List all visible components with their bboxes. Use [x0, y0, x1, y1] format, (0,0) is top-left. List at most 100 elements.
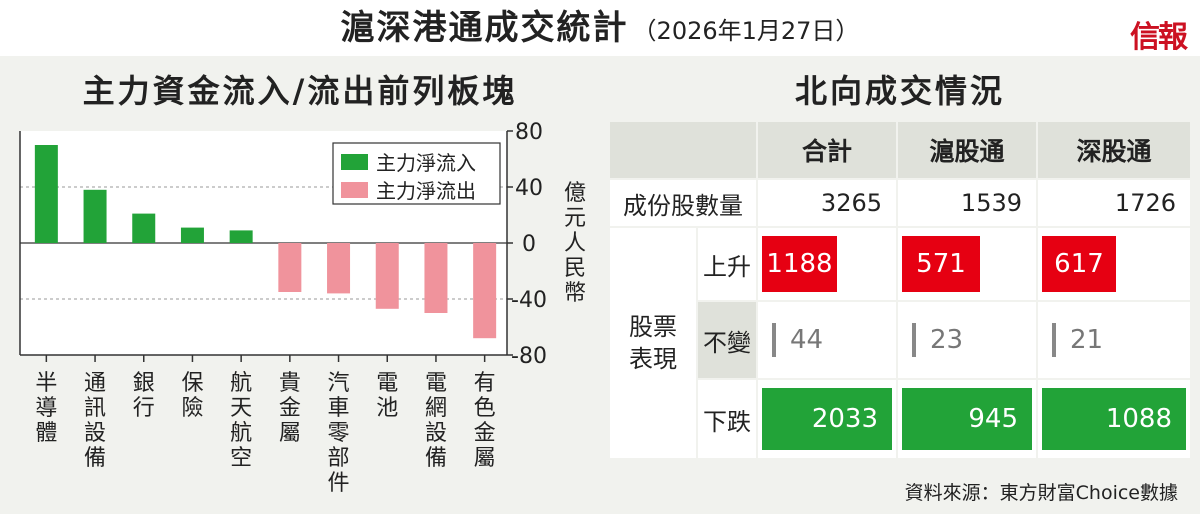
hkej-logo: 信報 [1130, 20, 1188, 55]
row-label-rise: 上升 [698, 228, 756, 300]
unchanged-shanghai: 23 [898, 302, 1036, 378]
unchanged-marker [772, 323, 776, 357]
col-header-shenzhen: 深股通 [1038, 122, 1190, 178]
x-tick-label-char: 半 [35, 371, 57, 396]
table-corner [610, 122, 756, 178]
x-tick-label-char: 汽 [328, 371, 350, 396]
x-tick-label-char: 設 [84, 421, 106, 446]
x-tick-label-char: 備 [84, 446, 106, 471]
x-tick-label-char: 備 [425, 446, 447, 471]
x-tick-label-char: 件 [328, 471, 350, 496]
rise-bar-shanghai: 571 [902, 236, 980, 292]
row-label-constituents: 成份股數量 [610, 180, 756, 226]
x-tick-label-char: 零 [328, 421, 350, 446]
x-tick-label-char: 銀 [133, 371, 155, 396]
x-tick-label-char: 金 [474, 421, 496, 446]
x-tick-label-char: 體 [35, 421, 57, 446]
y-tick-label: 0 [522, 232, 536, 257]
x-tick-label-char: 設 [425, 421, 447, 446]
legend-label: 主力淨流出 [376, 179, 476, 203]
bar-outflow [327, 243, 351, 294]
rise-cell-total: 1188 [758, 228, 896, 300]
group-label-line1: 股票 [629, 313, 677, 341]
legend-swatch [341, 182, 368, 198]
x-tick-label-char: 有 [474, 371, 496, 396]
y-axis-label-char: 幣 [564, 281, 586, 306]
bar-outflow [473, 243, 497, 339]
fall-cell-shanghai: 945 [898, 380, 1036, 458]
x-tick-label-char: 通 [84, 371, 106, 396]
x-tick-label-char: 車 [328, 396, 350, 421]
x-tick-label-char: 部 [328, 446, 350, 471]
title-text: 滬深港通成交統計 [340, 8, 629, 48]
fall-bar-shanghai: 945 [902, 388, 1032, 450]
bar-inflow [34, 145, 58, 243]
unchanged-marker [912, 323, 916, 357]
y-axis-label-char: 人 [564, 231, 586, 256]
unchanged-shanghai-value: 23 [930, 325, 964, 355]
y-axis-label-char: 億 [564, 181, 586, 206]
rise-bar-shenzhen: 617 [1042, 236, 1116, 292]
fall-bar-shenzhen: 1088 [1042, 388, 1186, 450]
unchanged-shenzhen: 21 [1038, 302, 1190, 378]
y-axis-label-char: 民 [564, 256, 586, 281]
group-label-line2: 表現 [629, 345, 677, 373]
col-header-shanghai: 滬股通 [898, 122, 1036, 178]
x-tick-label-char: 貴 [279, 371, 301, 396]
legend-swatch [341, 154, 368, 170]
bar-outflow [424, 243, 448, 313]
col-header-total: 合計 [758, 122, 896, 178]
row-group-performance: 股票 表現 [610, 228, 696, 458]
legend-label: 主力淨流入 [376, 151, 476, 175]
x-tick-label-char: 訊 [84, 396, 106, 421]
x-tick-label-char: 屬 [279, 421, 301, 446]
x-tick-label-char: 導 [35, 396, 57, 421]
x-tick-label-char: 險 [181, 396, 203, 421]
y-axis-label-char: 元 [564, 206, 586, 231]
x-tick-label-char: 電 [425, 371, 447, 396]
unchanged-total: 44 [758, 302, 896, 378]
unchanged-marker [1052, 323, 1056, 357]
page-title: 滬深港通成交統計 （2026年1月27日） [0, 6, 1200, 53]
row-label-fall: 下跌 [698, 380, 756, 458]
x-tick-label-char: 行 [133, 396, 155, 421]
x-tick-label-char: 保 [181, 371, 203, 396]
title-date: （2026年1月27日） [632, 17, 860, 45]
chart-title: 主力資金流入/流出前列板塊 [82, 72, 518, 110]
bar-inflow [229, 230, 253, 243]
x-tick-label-char: 電 [376, 371, 398, 396]
y-tick-label: 80 [515, 120, 543, 145]
unchanged-shenzhen-value: 21 [1070, 325, 1104, 355]
northbound-table: 合計 滬股通 深股通 成份股數量 3265 1539 1726 股票 表現 上升… [610, 122, 1190, 458]
x-tick-label-char: 航 [230, 371, 252, 396]
y-tick-label: -80 [511, 344, 547, 369]
x-tick-label-char: 金 [279, 396, 301, 421]
constituents-shenzhen: 1726 [1038, 180, 1190, 226]
source-note: 資料來源：東方財富Choice數據 [904, 482, 1178, 504]
bar-inflow [132, 213, 156, 243]
bar-outflow [375, 243, 399, 309]
rise-cell-shanghai: 571 [898, 228, 1036, 300]
x-tick-label-char: 屬 [474, 446, 496, 471]
fall-cell-shenzhen: 1088 [1038, 380, 1190, 458]
x-tick-label-char: 池 [376, 396, 398, 421]
bar-inflow [180, 227, 204, 243]
fund-flow-chart: 80400-40-80億元人民幣半導體通訊設備銀行保險航天航空貴金屬汽車零部件電… [19, 120, 586, 496]
x-tick-label-char: 天 [230, 396, 252, 421]
x-tick-label-char: 網 [425, 396, 447, 421]
x-tick-label-char: 航 [230, 421, 252, 446]
fall-bar-total: 2033 [762, 388, 892, 450]
rise-cell-shenzhen: 617 [1038, 228, 1190, 300]
constituents-shanghai: 1539 [898, 180, 1036, 226]
fall-cell-total: 2033 [758, 380, 896, 458]
bar-inflow [83, 189, 107, 243]
y-tick-label: -40 [511, 288, 547, 313]
rise-bar-total: 1188 [762, 236, 837, 292]
constituents-total: 3265 [758, 180, 896, 226]
y-tick-label: 40 [515, 176, 543, 201]
row-label-unchanged: 不變 [698, 302, 756, 378]
unchanged-total-value: 44 [790, 325, 824, 355]
table-title: 北向成交情況 [794, 72, 1005, 110]
x-tick-label-char: 色 [474, 396, 496, 421]
bar-outflow [278, 243, 302, 292]
